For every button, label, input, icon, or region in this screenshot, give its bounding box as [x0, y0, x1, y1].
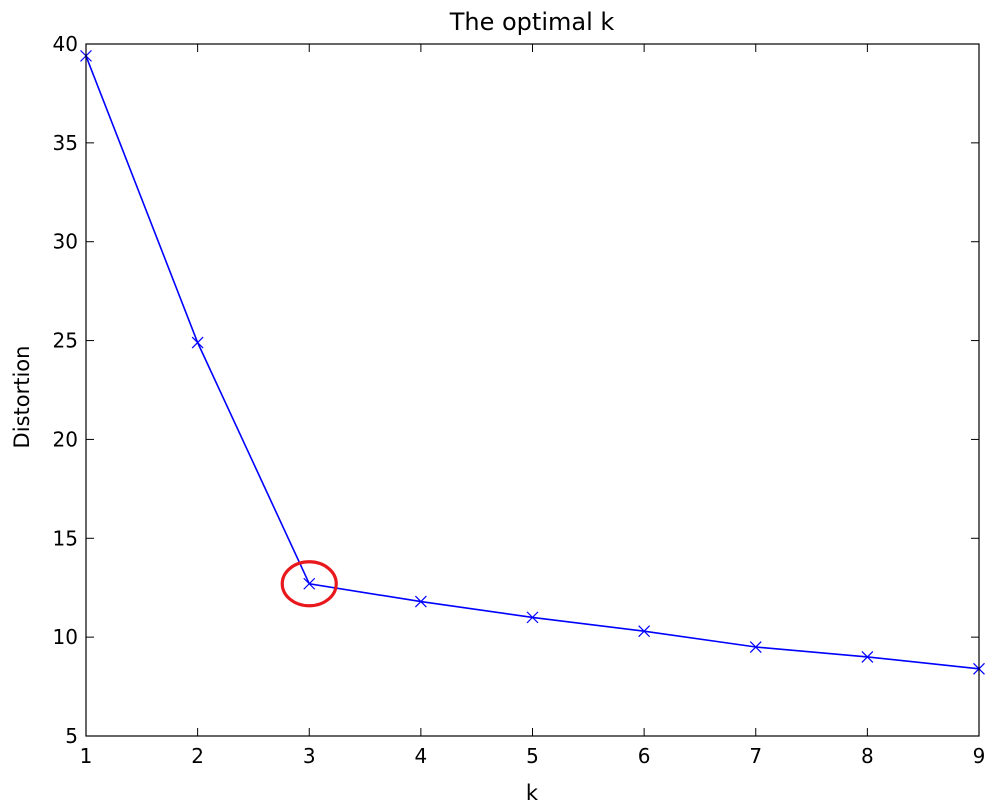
data-point-marker [749, 641, 762, 653]
y-tick-label: 10 [53, 625, 78, 649]
x-tick-label: 1 [80, 744, 93, 768]
series-layer [80, 49, 985, 675]
tick-layer: 1 2 3 4 5 6 7 8 9 5 10 15 20 25 30 35 40 [53, 32, 986, 768]
y-tick-label: 5 [65, 724, 78, 748]
data-point-marker [414, 595, 427, 608]
y-tick-label: 15 [53, 526, 78, 550]
plot-frame [85, 43, 980, 737]
x-axis-title: k [526, 781, 539, 805]
x-tick-label: 7 [749, 744, 762, 768]
data-point-marker [526, 611, 539, 624]
x-tick-label: 6 [638, 744, 651, 768]
x-tick-label: 9 [973, 744, 986, 768]
x-tick-label: 2 [191, 744, 204, 768]
data-point-marker [861, 650, 874, 663]
highlight-layer [280, 560, 338, 608]
x-tick-label: 3 [303, 744, 316, 768]
y-tick-label: 40 [53, 32, 78, 56]
distortion-line [85, 55, 980, 670]
x-tick-label: 4 [415, 744, 428, 768]
y-tick-label: 35 [53, 131, 78, 155]
data-point-marker [638, 625, 651, 638]
y-axis-title: Distortion [10, 346, 34, 449]
data-point-marker [303, 577, 316, 590]
y-tick-label: 25 [53, 329, 78, 353]
chart-title: The optimal k [449, 8, 615, 36]
y-tick-label: 20 [53, 427, 78, 451]
elbow-highlight-circle [280, 560, 338, 608]
x-tick-label: 5 [526, 744, 539, 768]
y-tick-label: 30 [53, 230, 78, 254]
data-point-marker [191, 336, 204, 349]
x-tick-label: 8 [861, 744, 874, 768]
